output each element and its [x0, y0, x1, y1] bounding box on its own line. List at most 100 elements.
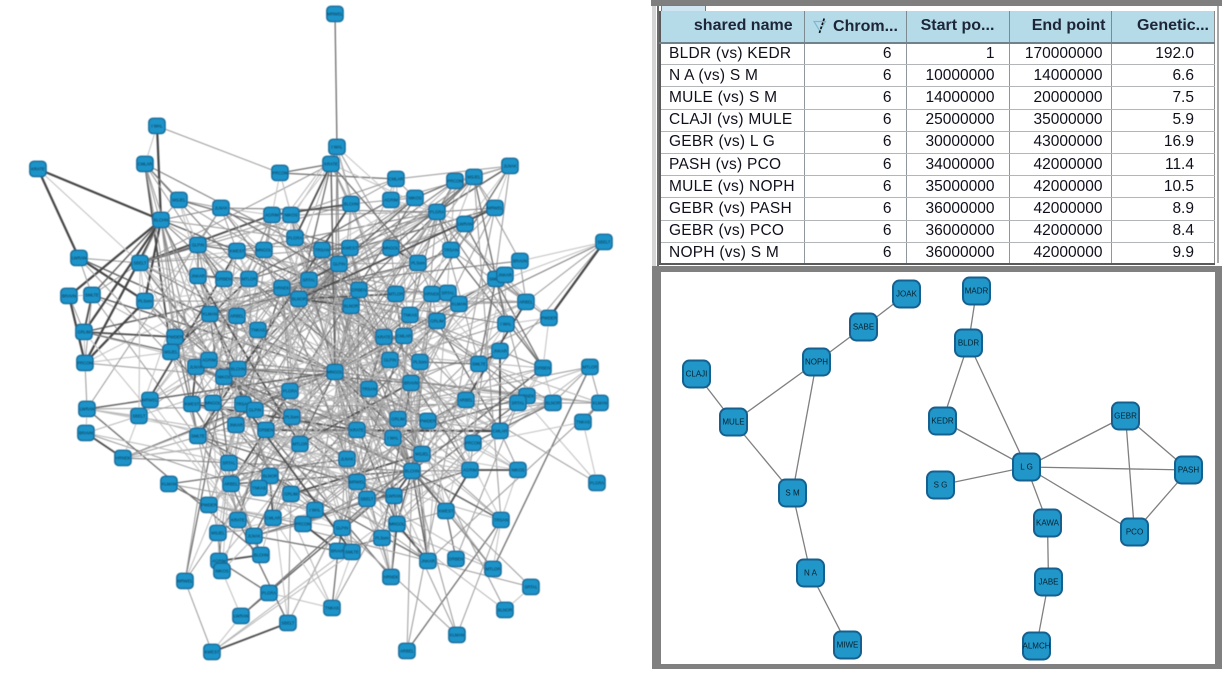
- svg-text:PWDER: PWDER: [201, 503, 217, 508]
- svg-text:GLPIN: GLPIN: [384, 358, 397, 363]
- svg-text:TRSAN: TRSAN: [494, 518, 508, 523]
- svg-text:DRBEN: DRBEN: [352, 288, 367, 293]
- svg-text:MRWEL: MRWEL: [487, 206, 503, 211]
- svg-text:SBELT: SBELT: [134, 261, 147, 266]
- svg-text:GLPIN: GLPIN: [192, 243, 205, 248]
- svg-text:NIKOS: NIKOS: [511, 468, 524, 473]
- svg-text:KRATE: KRATE: [231, 518, 245, 523]
- svg-text:BRAVN: BRAVN: [331, 549, 345, 554]
- svg-text:KRATE: KRATE: [324, 162, 338, 167]
- svg-text:MNGOL: MNGOL: [383, 246, 399, 251]
- svg-text:KLMAN: KLMAN: [203, 312, 217, 317]
- svg-text:I WAL: I WAL: [331, 145, 343, 150]
- svg-text:HRNEK: HRNEK: [275, 286, 290, 291]
- svg-text:PWDER: PWDER: [167, 335, 183, 340]
- svg-text:MTLOR: MTLOR: [389, 292, 404, 297]
- svg-text:TRSAN: TRSAN: [362, 387, 376, 392]
- svg-text:JABE: JABE: [1038, 578, 1058, 587]
- svg-text:ARBEL: ARBEL: [459, 398, 473, 403]
- svg-text:PLSom: PLSom: [411, 261, 425, 266]
- svg-text:L G: L G: [1020, 463, 1033, 472]
- svg-text:MNGOL: MNGOL: [205, 401, 221, 406]
- svg-text:PLGRA: PLGRA: [590, 481, 604, 486]
- svg-text:PLSom: PLSom: [375, 536, 389, 541]
- svg-text:LWRAN: LWRAN: [80, 407, 95, 412]
- svg-text:TNKAS: TNKAS: [325, 606, 339, 611]
- svg-text:JOAK: JOAK: [896, 290, 918, 299]
- svg-text:PLSom: PLSom: [138, 299, 152, 304]
- svg-text:BLCHN: BLCHN: [231, 367, 245, 372]
- svg-text:MTLOR: MTLOR: [583, 365, 598, 370]
- svg-text:JLNAK: JLNAK: [340, 457, 353, 462]
- svg-text:I WAL: I WAL: [151, 124, 163, 129]
- svg-text:DRBEN: DRBEN: [536, 366, 551, 371]
- svg-text:NIKOS: NIKOS: [215, 569, 228, 574]
- svg-text:MADR: MADR: [964, 287, 988, 296]
- svg-text:TRSAN: TRSAN: [236, 402, 250, 407]
- svg-text:JNKAR: JNKAR: [229, 423, 243, 428]
- svg-text:PLSom: PLSom: [413, 360, 427, 365]
- svg-text:KLMAN: KLMAN: [452, 302, 466, 307]
- svg-text:TRSAN: TRSAN: [315, 248, 329, 253]
- svg-text:GRLIM: GRLIM: [391, 417, 405, 422]
- svg-text:BLNOR: BLNOR: [344, 304, 358, 309]
- svg-text:MNGOL: MNGOL: [256, 248, 272, 253]
- svg-text:SBELT: SBELT: [598, 240, 611, 245]
- svg-text:BLCHN: BLCHN: [154, 218, 168, 223]
- svg-text:CMLAR: CMLAR: [493, 429, 508, 434]
- svg-text:HRNEK: HRNEK: [116, 456, 131, 461]
- svg-text:JNKAR: JNKAR: [191, 274, 205, 279]
- svg-text:BLNOR: BLNOR: [546, 401, 560, 406]
- svg-text:GRLIM: GRLIM: [284, 492, 298, 497]
- svg-text:KWEST: KWEST: [439, 509, 454, 514]
- svg-text:TNKAS: TNKAS: [403, 313, 417, 318]
- svg-text:I WAL: I WAL: [387, 436, 399, 441]
- svg-text:BLCHN: BLCHN: [405, 469, 419, 474]
- svg-text:BRAVN: BRAVN: [62, 294, 76, 299]
- svg-text:KAWA: KAWA: [1036, 519, 1060, 528]
- svg-text:SMLTE: SMLTE: [345, 550, 359, 555]
- svg-text:AGRIM: AGRIM: [463, 468, 477, 473]
- svg-text:S M: S M: [785, 489, 800, 498]
- svg-text:BRAVN: BRAVN: [79, 431, 93, 436]
- svg-text:LWRAN: LWRAN: [234, 614, 249, 619]
- svg-text:MSJEL: MSJEL: [467, 175, 481, 180]
- svg-text:PRCON: PRCON: [465, 441, 480, 446]
- svg-text:MNGOL: MNGOL: [327, 370, 343, 375]
- svg-text:KRATE: KRATE: [31, 167, 45, 172]
- svg-text:DRBEN: DRBEN: [259, 428, 274, 433]
- svg-text:MRWEL: MRWEL: [142, 398, 158, 403]
- svg-text:I WAL: I WAL: [500, 322, 512, 327]
- svg-text:PLGRA: PLGRA: [430, 210, 444, 215]
- svg-text:AGRIM: AGRIM: [202, 358, 216, 363]
- svg-text:LWRAN: LWRAN: [387, 494, 402, 499]
- svg-text:SRTAL: SRTAL: [441, 291, 455, 296]
- svg-text:BLCHN: BLCHN: [344, 202, 358, 207]
- svg-text:BLNOR: BLNOR: [292, 297, 306, 302]
- svg-text:AGRIM: AGRIM: [265, 213, 279, 218]
- svg-text:KWEST: KWEST: [205, 650, 220, 655]
- svg-text:BLDR: BLDR: [957, 339, 979, 348]
- svg-text:KLMAN: KLMAN: [593, 401, 607, 406]
- svg-text:MNGOL: MNGOL: [389, 522, 405, 527]
- svg-text:NOPH: NOPH: [804, 358, 827, 367]
- svg-text:PRCON: PRCON: [77, 361, 92, 366]
- svg-text:CMLAR: CMLAR: [397, 334, 412, 339]
- svg-text:AGRIM: AGRIM: [384, 198, 398, 203]
- svg-text:JLNAK: JLNAK: [503, 164, 516, 169]
- svg-text:GRLIM: GRLIM: [77, 330, 91, 335]
- svg-text:SRTAL: SRTAL: [511, 401, 525, 406]
- svg-text:NIKOS: NIKOS: [284, 213, 297, 218]
- svg-text:MRWEL: MRWEL: [327, 12, 343, 17]
- svg-text:MSJEL: MSJEL: [211, 531, 225, 536]
- svg-text:DRBEN: DRBEN: [217, 277, 232, 282]
- svg-text:KRATE: KRATE: [377, 335, 391, 340]
- svg-text:BLNOR: BLNOR: [263, 474, 277, 479]
- svg-text:CMLAR: CMLAR: [389, 177, 404, 182]
- svg-text:MIWE: MIWE: [836, 641, 858, 650]
- svg-text:GEBR: GEBR: [1114, 412, 1137, 421]
- svg-text:PRCON: PRCON: [272, 171, 287, 176]
- svg-text:JLNAK: JLNAK: [214, 206, 227, 211]
- svg-text:PWDER: PWDER: [541, 316, 557, 321]
- svg-text:TNKAS: TNKAS: [252, 486, 266, 491]
